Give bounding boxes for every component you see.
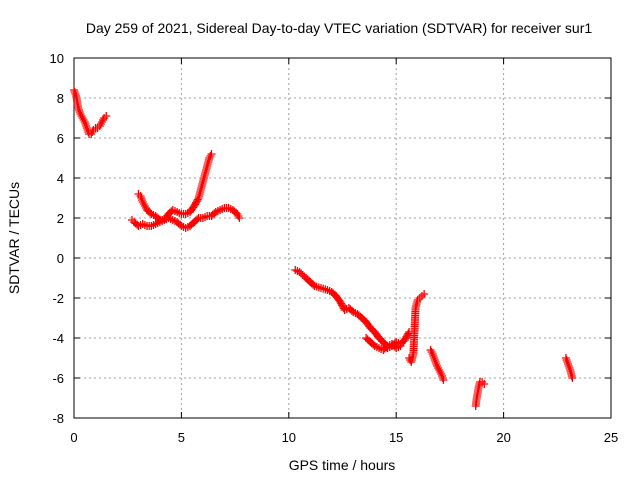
x-axis-label: GPS time / hours [289, 457, 396, 473]
data-point [138, 220, 147, 228]
data-point-interp [438, 374, 447, 382]
data-point [74, 104, 83, 112]
y-tick-label: 10 [50, 51, 64, 66]
data-point-interp [432, 360, 441, 368]
data-point [417, 292, 426, 300]
y-tick-label: -6 [52, 371, 64, 386]
data-point-interp [193, 195, 202, 204]
data-point [205, 154, 214, 162]
data-point [568, 374, 577, 382]
data-point [428, 350, 437, 358]
data-point [102, 112, 111, 120]
data-point-interp [79, 116, 88, 124]
x-tick-label: 25 [604, 430, 618, 445]
data-point-interp [138, 196, 147, 204]
data-point-interp [75, 108, 84, 116]
data-point-interp [438, 372, 447, 380]
y-axis-label: SDTVAR / TECUs [6, 182, 22, 294]
x-tick-label: 5 [178, 430, 185, 445]
data-point [396, 342, 405, 350]
data-point [70, 86, 78, 94]
x-tick-label: 0 [70, 430, 77, 445]
data-point-interp [193, 215, 202, 224]
data-point-interp [82, 122, 91, 130]
data-point [173, 208, 182, 216]
data-point [430, 356, 439, 364]
data-point [439, 376, 448, 384]
axis-ticks: 0 5 10 15 20 25 -8 -6 -4 -2 0 2 4 6 8 10 [50, 51, 619, 445]
data-point-interp [234, 212, 243, 220]
data-point-interp [75, 106, 84, 114]
data-point [561, 354, 570, 362]
data-point-interp [565, 364, 574, 372]
chart-title: Day 259 of 2021, Sidereal Day-to-day VTE… [86, 20, 592, 36]
data-point [136, 192, 145, 200]
data-point-interp [430, 354, 439, 362]
data-point [82, 124, 91, 132]
data-point [235, 214, 244, 222]
data-point-interp [562, 356, 571, 364]
y-tick-label: 8 [57, 91, 64, 106]
x-tick-label: 15 [389, 430, 403, 445]
x-tick-label: 10 [282, 430, 296, 445]
data-point [207, 150, 216, 158]
data-point [413, 296, 422, 304]
y-tick-label: -4 [52, 331, 64, 346]
data-point-interp [564, 362, 573, 370]
data-point [198, 214, 207, 222]
data-point [89, 126, 98, 134]
data-point [564, 360, 573, 368]
y-tick-label: -2 [52, 291, 64, 306]
y-tick-label: 0 [57, 251, 64, 266]
data-point [181, 210, 190, 218]
data-point-interp [70, 88, 79, 96]
data-point-interp [81, 120, 90, 128]
data-point-interp [427, 348, 436, 356]
data-point-interp [436, 368, 445, 376]
data-point [80, 118, 89, 126]
data-point-interp [431, 358, 440, 366]
data-point-interp [140, 221, 149, 229]
grid [74, 58, 611, 418]
data-point-interp [154, 214, 163, 223]
data-point-interp [563, 358, 572, 366]
data-point [420, 290, 429, 298]
data-point-interp [201, 213, 210, 221]
data-point-interp [206, 152, 215, 160]
x-tick-label: 20 [496, 430, 510, 445]
data-point [317, 284, 326, 292]
data-point-interp [309, 280, 318, 289]
y-tick-label: 6 [57, 131, 64, 146]
data-point [437, 370, 446, 378]
data-point [97, 118, 106, 126]
plot-frame [73, 57, 612, 419]
y-tick-label: -8 [52, 411, 64, 426]
data-points [70, 86, 577, 410]
data-point-interp [137, 194, 146, 202]
y-tick-label: 4 [57, 171, 64, 186]
data-point [480, 380, 489, 388]
data-point [291, 266, 300, 274]
y-tick-label: 2 [57, 211, 64, 226]
data-point-interp [71, 90, 80, 98]
data-point-interp [429, 352, 438, 360]
